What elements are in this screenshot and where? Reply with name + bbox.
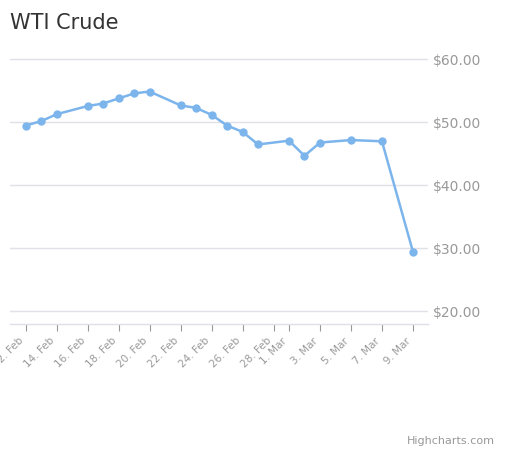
Text: WTI Crude: WTI Crude xyxy=(10,14,119,33)
Text: Highcharts.com: Highcharts.com xyxy=(406,436,494,446)
